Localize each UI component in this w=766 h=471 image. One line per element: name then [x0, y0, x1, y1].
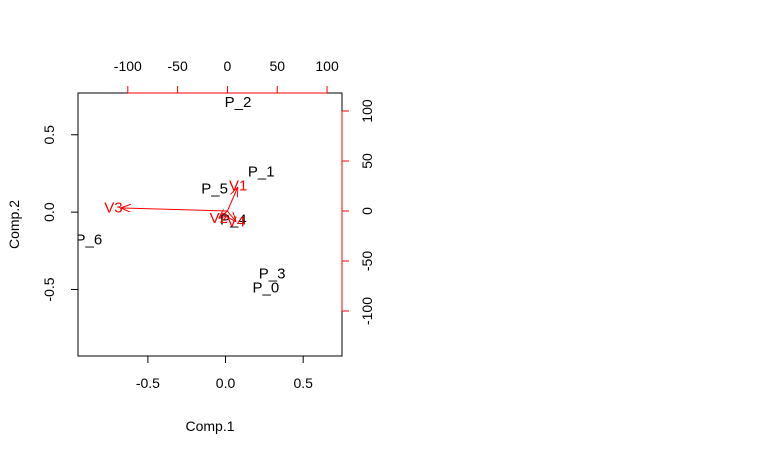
- x-axis-title: Comp.1: [185, 418, 234, 434]
- point-label: P_4: [220, 211, 247, 228]
- y-tick-label: -0.5: [41, 277, 57, 301]
- point-label: P_5: [201, 180, 228, 197]
- top-tick-label: 100: [315, 58, 339, 74]
- variable-arrow: [219, 211, 227, 218]
- variable-arrow: [122, 208, 228, 211]
- variable-arrow: [227, 210, 235, 221]
- point-label: P_3: [259, 266, 286, 283]
- x-tick-label: 0.0: [216, 375, 236, 391]
- variable-label: V1: [229, 178, 247, 195]
- variable-label: V2: [210, 210, 228, 227]
- right-tick-label: 100: [359, 99, 375, 123]
- x-tick-label: -0.5: [136, 375, 160, 391]
- right-tick-label: 0: [359, 207, 375, 215]
- y-tick-label: 0.0: [41, 202, 57, 222]
- point-label: P_2: [225, 94, 252, 111]
- y-tick-label: 0.5: [41, 125, 57, 145]
- right-tick-label: 50: [359, 153, 375, 169]
- point-label: P_1: [248, 163, 275, 180]
- top-tick-label: 0: [224, 58, 232, 74]
- right-tick-label: -50: [359, 251, 375, 271]
- y-axis-title: Comp.2: [6, 200, 22, 249]
- right-tick-label: -100: [359, 297, 375, 325]
- top-tick-label: -50: [168, 58, 188, 74]
- top-tick-label: 50: [269, 58, 285, 74]
- top-tick-label: -100: [114, 58, 142, 74]
- variable-label: V3: [104, 199, 122, 216]
- variable-arrow: [226, 188, 237, 212]
- variable-label: V4: [227, 213, 245, 230]
- x-tick-label: 0.5: [293, 375, 313, 391]
- point-label: P_6: [76, 231, 103, 248]
- point-label: P_0: [253, 279, 280, 296]
